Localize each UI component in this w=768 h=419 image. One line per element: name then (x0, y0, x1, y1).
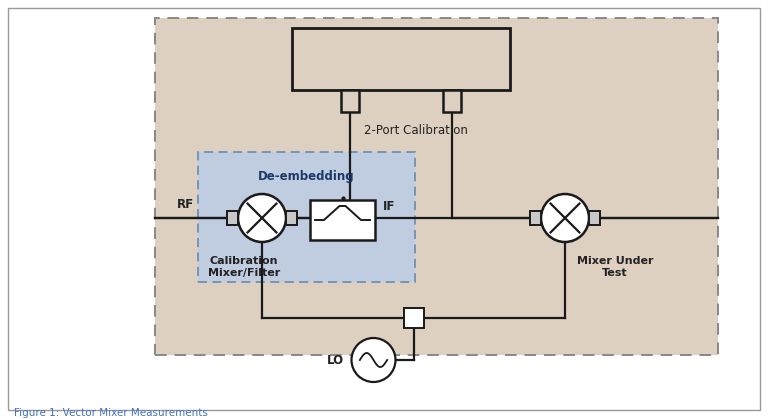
Text: Figure 1: Vector Mixer Measurements: Figure 1: Vector Mixer Measurements (14, 408, 208, 418)
Text: De-embedding: De-embedding (258, 170, 355, 183)
Bar (286, 211, 297, 225)
Text: 2-Port Calibration: 2-Port Calibration (364, 124, 468, 137)
Bar (589, 211, 600, 225)
Circle shape (541, 194, 589, 242)
Text: IF: IF (383, 199, 396, 212)
Bar (310, 200, 375, 240)
Bar (403, 308, 423, 328)
Circle shape (352, 338, 396, 382)
Bar (292, 28, 510, 90)
Bar (530, 211, 541, 225)
Text: Mixer Under
Test: Mixer Under Test (577, 256, 654, 278)
Bar (341, 90, 359, 112)
Bar (155, 18, 718, 355)
Bar (227, 211, 238, 225)
Bar (443, 90, 461, 112)
Text: Calibration
Mixer/Filter: Calibration Mixer/Filter (208, 256, 280, 278)
Circle shape (238, 194, 286, 242)
Text: RF: RF (177, 197, 194, 210)
Bar (198, 152, 415, 282)
Text: LO: LO (326, 354, 343, 367)
